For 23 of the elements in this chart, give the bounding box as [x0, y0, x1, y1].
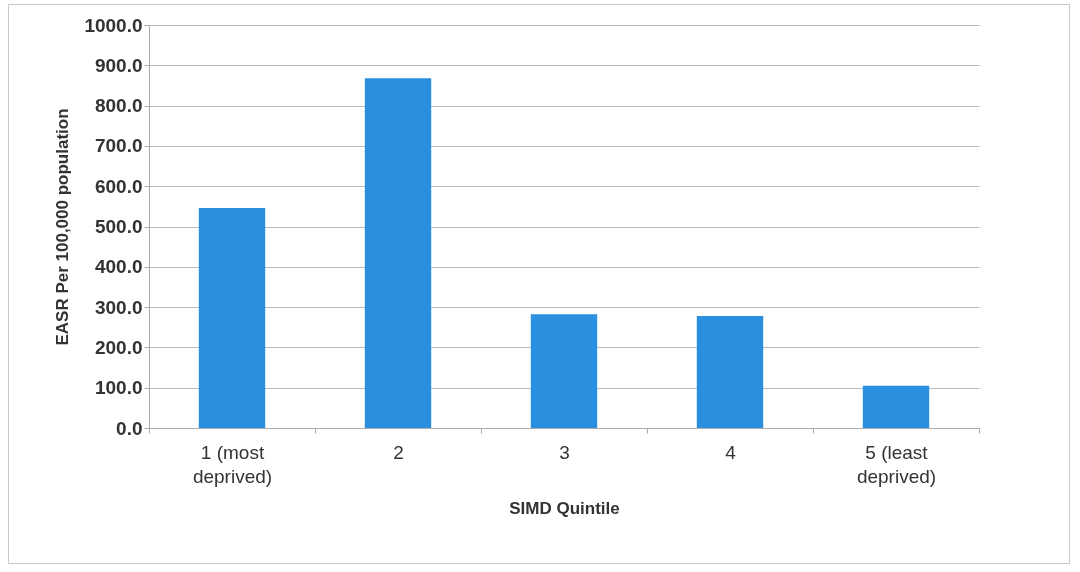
y-tick-label: 100.0	[94, 377, 143, 399]
bar	[364, 78, 432, 428]
y-tick-label: 900.0	[94, 54, 143, 76]
x-tick-label: 5 (least deprived)	[856, 441, 937, 487]
y-tick-label: 0.0	[116, 417, 143, 439]
x-tick-label: 4	[725, 441, 737, 463]
y-tick-label: 200.0	[94, 336, 143, 358]
y-tick-label: 800.0	[94, 95, 143, 117]
y-tick-label: 300.0	[94, 296, 143, 318]
bar	[530, 314, 598, 428]
bar	[862, 385, 930, 428]
bar	[198, 207, 266, 428]
y-tick-label: 700.0	[94, 135, 143, 157]
x-tick-label: 1 (most deprived)	[192, 441, 273, 487]
x-tick-label: 3	[559, 441, 570, 463]
y-tick-label: 500.0	[94, 216, 143, 237]
x-axis-title: SIMD Quintile	[509, 498, 620, 518]
y-tick-label: 1000.0	[84, 14, 143, 36]
y-tick-label: 400.0	[94, 256, 143, 278]
bar	[696, 315, 764, 428]
x-tick-label: 2	[393, 441, 404, 463]
y-tick-label: 600.0	[94, 175, 143, 197]
y-axis-title: EASR Per 100,000 population	[53, 108, 73, 346]
